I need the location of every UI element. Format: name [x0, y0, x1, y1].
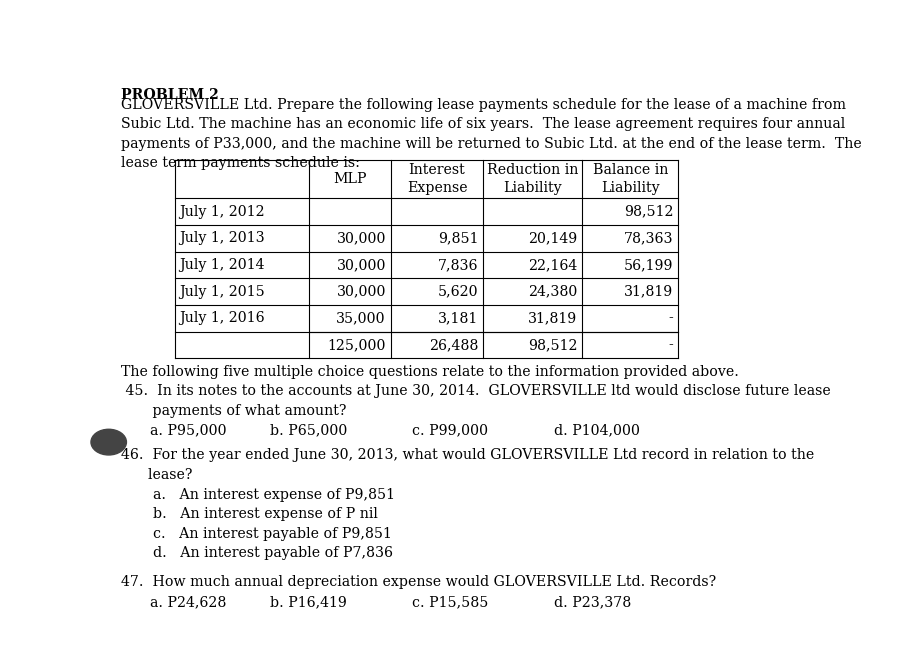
Text: 30,000: 30,000: [337, 231, 386, 245]
Text: 98,512: 98,512: [528, 338, 577, 352]
Text: 3,181: 3,181: [438, 311, 479, 325]
Text: b.   An interest expense of P nil: b. An interest expense of P nil: [154, 507, 378, 521]
Text: lease?: lease?: [122, 468, 193, 482]
Text: c. P15,585: c. P15,585: [412, 595, 489, 609]
Text: MLP: MLP: [333, 172, 367, 186]
Text: Balance in
Liability: Balance in Liability: [593, 163, 668, 195]
Text: GLOVERSVILLE Ltd. Prepare the following lease payments schedule for the lease of: GLOVERSVILLE Ltd. Prepare the following …: [122, 97, 862, 170]
Text: July 1, 2016: July 1, 2016: [179, 311, 264, 325]
Text: -: -: [669, 311, 673, 325]
Text: -: -: [669, 338, 673, 352]
Text: 78,363: 78,363: [624, 231, 673, 245]
Text: The following five multiple choice questions relate to the information provided : The following five multiple choice quest…: [122, 365, 739, 379]
Text: d. P23,378: d. P23,378: [554, 595, 631, 609]
Text: 47.  How much annual depreciation expense would GLOVERSVILLE Ltd. Records?: 47. How much annual depreciation expense…: [122, 576, 716, 590]
Text: 45.  In its notes to the accounts at June 30, 2014.  GLOVERSVILLE ltd would disc: 45. In its notes to the accounts at June…: [122, 384, 831, 398]
Text: payments of what amount?: payments of what amount?: [122, 404, 347, 418]
Text: 30,000: 30,000: [337, 285, 386, 299]
Text: 46.  For the year ended June 30, 2013, what would GLOVERSVILLE Ltd record in rel: 46. For the year ended June 30, 2013, wh…: [122, 448, 814, 462]
Text: July 1, 2012: July 1, 2012: [179, 205, 264, 219]
Text: a. P24,628: a. P24,628: [150, 595, 226, 609]
Text: 31,819: 31,819: [624, 285, 673, 299]
Text: d. P104,000: d. P104,000: [554, 423, 640, 437]
Text: Reduction in
Liability: Reduction in Liability: [487, 163, 578, 195]
Text: July 1, 2015: July 1, 2015: [179, 285, 264, 299]
Text: b. P16,419: b. P16,419: [271, 595, 348, 609]
Text: 98,512: 98,512: [624, 205, 673, 219]
Circle shape: [91, 430, 126, 455]
Text: 125,000: 125,000: [328, 338, 386, 352]
Text: a. P95,000: a. P95,000: [150, 423, 226, 437]
Text: 26,488: 26,488: [429, 338, 479, 352]
Text: 22,164: 22,164: [528, 258, 577, 272]
Text: 30,000: 30,000: [337, 258, 386, 272]
Text: July 1, 2013: July 1, 2013: [179, 231, 264, 245]
Text: July 1, 2014: July 1, 2014: [179, 258, 264, 272]
Text: b. P65,000: b. P65,000: [271, 423, 348, 437]
Text: 35,000: 35,000: [337, 311, 386, 325]
Text: d.   An interest payable of P7,836: d. An interest payable of P7,836: [154, 546, 393, 560]
Text: 56,199: 56,199: [624, 258, 673, 272]
Text: 24,380: 24,380: [528, 285, 577, 299]
Text: c. P99,000: c. P99,000: [412, 423, 489, 437]
Text: a.   An interest expense of P9,851: a. An interest expense of P9,851: [154, 488, 395, 502]
Text: 5,620: 5,620: [437, 285, 479, 299]
Text: 31,819: 31,819: [528, 311, 577, 325]
Text: c.   An interest payable of P9,851: c. An interest payable of P9,851: [154, 526, 393, 540]
Text: 9,851: 9,851: [437, 231, 479, 245]
Text: 7,836: 7,836: [437, 258, 479, 272]
Text: 20,149: 20,149: [528, 231, 577, 245]
Text: Interest
Expense: Interest Expense: [406, 163, 468, 195]
Text: PROBLEM 2: PROBLEM 2: [122, 88, 220, 102]
